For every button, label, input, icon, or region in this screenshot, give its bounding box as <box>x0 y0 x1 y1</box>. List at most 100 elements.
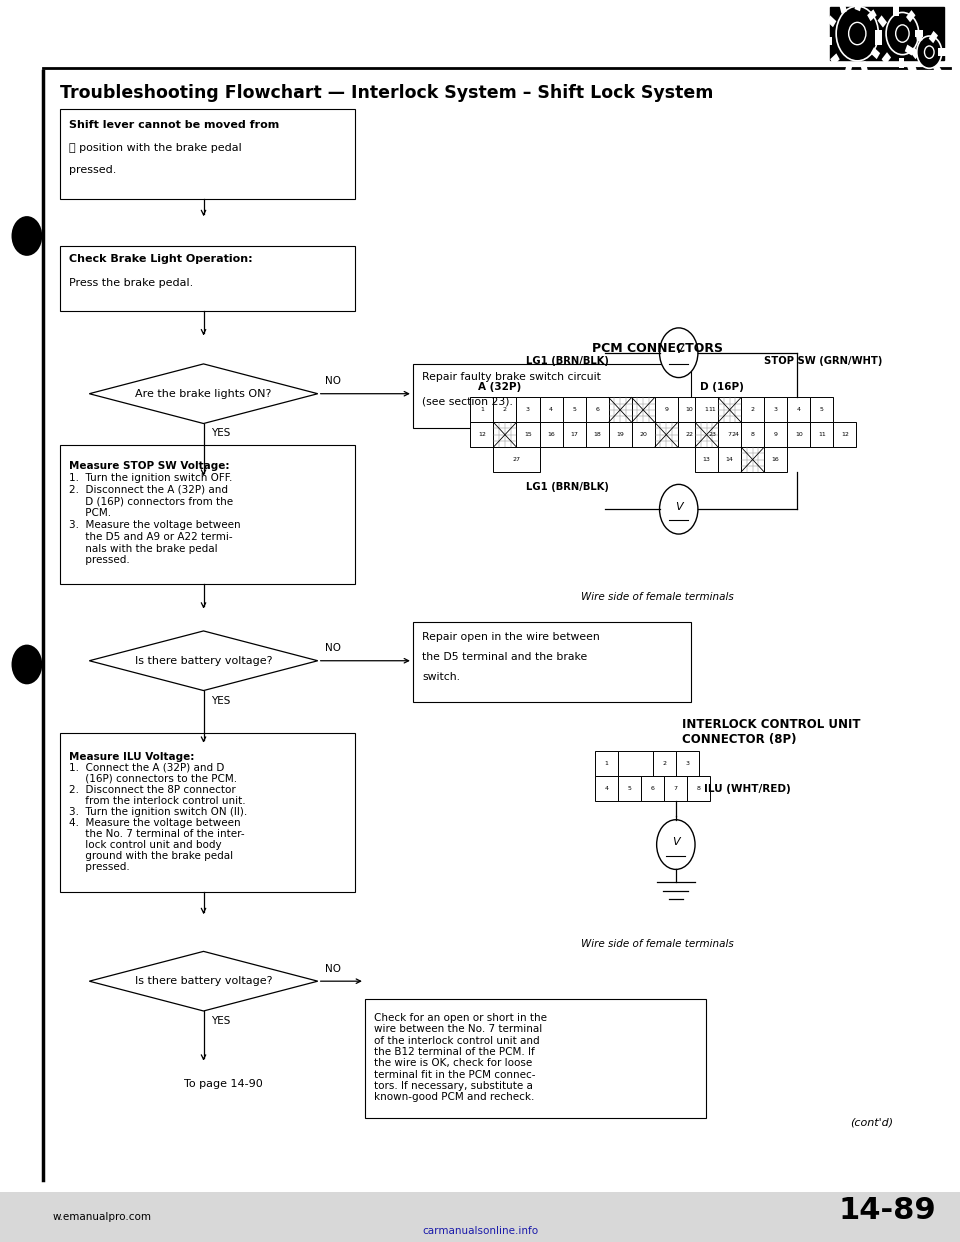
Text: Measure STOP SW Voltage:: Measure STOP SW Voltage: <box>69 461 229 471</box>
Text: pressed.: pressed. <box>69 862 130 872</box>
Bar <box>741 447 764 472</box>
Text: ILU (WHT/RED): ILU (WHT/RED) <box>704 784 790 794</box>
Bar <box>718 447 741 472</box>
Bar <box>764 397 787 422</box>
Text: D (16P): D (16P) <box>700 383 744 392</box>
Bar <box>830 7 944 60</box>
Bar <box>413 622 691 702</box>
Bar <box>904 45 914 56</box>
Bar <box>825 37 832 45</box>
Text: ⓵ position with the brake pedal: ⓵ position with the brake pedal <box>69 143 242 153</box>
Text: 22: 22 <box>685 432 693 437</box>
Text: nals with the brake pedal: nals with the brake pedal <box>69 544 218 554</box>
Text: Repair open in the wire between: Repair open in the wire between <box>422 632 600 642</box>
Text: 8: 8 <box>751 432 755 437</box>
Text: LG1 (BRN/BLK): LG1 (BRN/BLK) <box>526 482 609 492</box>
Bar <box>493 422 516 447</box>
Bar <box>724 422 747 447</box>
Bar <box>632 397 655 422</box>
Text: the wire is OK, check for loose: the wire is OK, check for loose <box>374 1058 533 1068</box>
Bar <box>60 445 355 584</box>
Bar <box>764 422 787 447</box>
Text: 9: 9 <box>664 407 668 412</box>
Text: 5: 5 <box>820 407 824 412</box>
Text: 4.  Measure the voltage between: 4. Measure the voltage between <box>69 817 241 827</box>
Circle shape <box>849 22 866 45</box>
Text: 5: 5 <box>572 407 576 412</box>
Bar <box>718 422 741 447</box>
Bar <box>695 397 718 422</box>
Bar <box>60 733 355 892</box>
Bar <box>676 751 699 776</box>
Bar <box>60 246 355 310</box>
Text: 7: 7 <box>728 432 732 437</box>
Bar <box>655 422 678 447</box>
Text: pressed.: pressed. <box>69 555 130 565</box>
Text: A (32P): A (32P) <box>478 383 521 392</box>
Text: V: V <box>675 502 683 512</box>
Text: the No. 7 terminal of the inter-: the No. 7 terminal of the inter- <box>69 828 245 838</box>
Text: 16: 16 <box>772 457 780 462</box>
Text: w.emanualpro.com: w.emanualpro.com <box>53 1212 152 1222</box>
Bar <box>877 15 887 27</box>
Text: 10: 10 <box>685 407 693 412</box>
Bar <box>907 63 917 75</box>
Text: 1: 1 <box>605 761 609 766</box>
Text: D (16P) connectors from the: D (16P) connectors from the <box>69 497 233 507</box>
Text: 1.  Turn the ignition switch OFF.: 1. Turn the ignition switch OFF. <box>69 473 232 483</box>
Bar <box>641 776 664 801</box>
Text: 13: 13 <box>703 457 710 462</box>
Circle shape <box>836 6 878 61</box>
Text: Press the brake pedal.: Press the brake pedal. <box>69 278 193 288</box>
Text: 3.  Turn the ignition switch ON (II).: 3. Turn the ignition switch ON (II). <box>69 807 248 817</box>
Bar <box>871 47 880 60</box>
Text: Is there battery voltage?: Is there battery voltage? <box>134 976 273 986</box>
Bar <box>655 397 678 422</box>
Bar <box>664 776 687 801</box>
Text: of the interlock control unit and: of the interlock control unit and <box>374 1036 540 1046</box>
Text: 24: 24 <box>732 432 739 437</box>
Text: Check Brake Light Operation:: Check Brake Light Operation: <box>69 253 252 263</box>
Text: 10: 10 <box>795 432 803 437</box>
Text: 11: 11 <box>708 407 716 412</box>
Bar <box>830 53 840 65</box>
Text: the D5 terminal and the brake: the D5 terminal and the brake <box>422 652 588 662</box>
Text: 9: 9 <box>774 432 778 437</box>
Bar <box>893 6 899 16</box>
Text: 7: 7 <box>674 786 678 791</box>
Text: carmanualsonline.info: carmanualsonline.info <box>422 1226 538 1236</box>
Text: 6: 6 <box>595 407 599 412</box>
Text: switch.: switch. <box>422 672 461 682</box>
Text: terminal fit in the PCM connec-: terminal fit in the PCM connec- <box>374 1069 536 1079</box>
Bar <box>906 10 916 22</box>
Bar <box>764 447 787 472</box>
Bar <box>938 48 946 56</box>
Text: 19: 19 <box>616 432 624 437</box>
Text: 12: 12 <box>841 432 849 437</box>
Text: pressed.: pressed. <box>69 165 116 175</box>
Text: lock control unit and body: lock control unit and body <box>69 840 222 850</box>
Text: 4: 4 <box>549 407 553 412</box>
Text: known-good PCM and recheck.: known-good PCM and recheck. <box>374 1092 535 1102</box>
Text: Are the brake lights ON?: Are the brake lights ON? <box>135 389 272 399</box>
Text: 2: 2 <box>751 407 755 412</box>
Text: 3: 3 <box>526 407 530 412</box>
Bar <box>701 422 724 447</box>
Bar <box>833 422 856 447</box>
Bar <box>741 422 764 447</box>
Bar <box>899 58 904 68</box>
Text: 1.  Connect the A (32P) and D: 1. Connect the A (32P) and D <box>69 763 225 773</box>
Circle shape <box>12 645 42 684</box>
Text: tors. If necessary, substitute a: tors. If necessary, substitute a <box>374 1081 533 1090</box>
Bar <box>618 776 641 801</box>
Text: 2.  Disconnect the 8P connector: 2. Disconnect the 8P connector <box>69 785 236 795</box>
Text: Troubleshooting Flowchart — Interlock System – Shift Lock System: Troubleshooting Flowchart — Interlock Sy… <box>60 84 713 102</box>
Text: 12: 12 <box>478 432 486 437</box>
Bar <box>910 47 920 60</box>
Bar <box>516 397 540 422</box>
Bar <box>810 422 833 447</box>
Bar <box>632 422 655 447</box>
Text: 3: 3 <box>774 407 778 412</box>
Bar <box>493 447 540 472</box>
Bar <box>365 999 706 1118</box>
